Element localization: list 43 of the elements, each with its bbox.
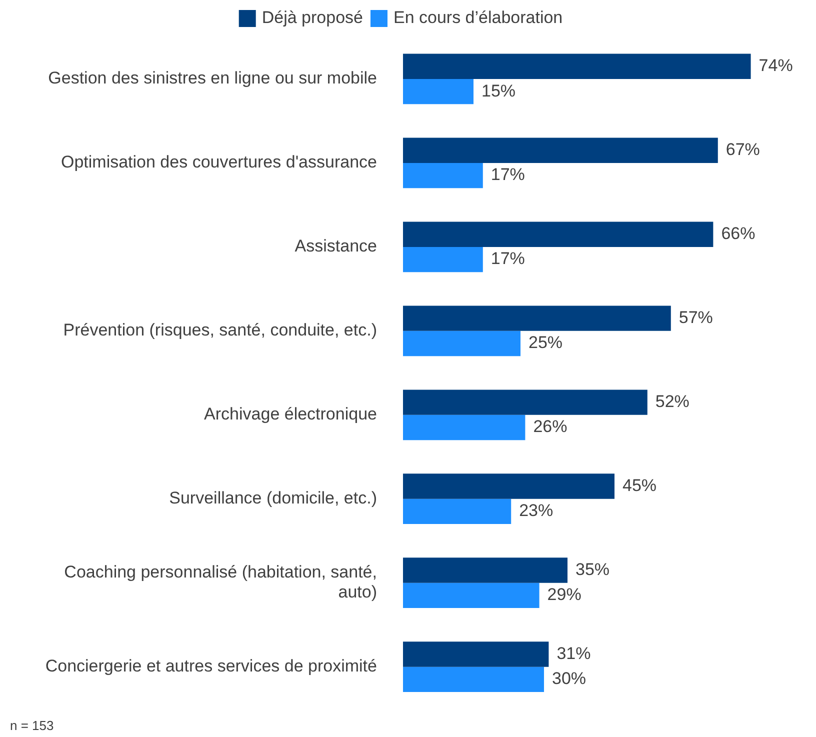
bar	[403, 414, 526, 440]
data-label: 15%	[481, 81, 516, 100]
data-label: 74%	[758, 56, 793, 76]
bar	[403, 78, 474, 104]
y-tick-label: Surveillance (domicile, etc.)	[169, 488, 377, 508]
data-label: 57%	[678, 308, 713, 328]
bar	[403, 54, 751, 79]
bar	[403, 582, 540, 608]
bar	[403, 474, 614, 499]
y-tick-label: Prévention (risques, santé, conduite, etc.)	[63, 320, 377, 340]
legend-label: En cours d’élaboration	[393, 8, 563, 28]
data-label: 23%	[519, 501, 554, 520]
legend-label: Déjà proposé	[262, 8, 363, 28]
text: n = 153	[10, 718, 54, 734]
bar	[403, 306, 671, 331]
data-label: 52%	[655, 392, 690, 411]
data-label: 31%	[556, 644, 591, 663]
bar	[403, 246, 483, 272]
bar	[403, 642, 549, 667]
y-tick-label: Gestion des sinistres en ligne ou sur mobile	[48, 68, 377, 88]
data-label: 45%	[622, 476, 657, 495]
y-tick-label: Coaching personnalisé (habitation, santé, auto)	[64, 562, 377, 602]
data-label: 25%	[528, 333, 563, 352]
data-label: 67%	[726, 140, 760, 160]
bar	[403, 666, 544, 692]
bar	[403, 162, 483, 188]
data-label: 35%	[575, 560, 610, 579]
data-label: 30%	[552, 669, 586, 688]
bar	[403, 330, 520, 356]
data-label: 66%	[721, 224, 756, 244]
bar	[403, 558, 568, 583]
y-tick-label: Assistance	[294, 236, 377, 256]
bar	[403, 138, 718, 163]
y-tick-label: Conciergerie et autres services de proximité	[45, 656, 377, 676]
data-label: 26%	[533, 417, 568, 436]
data-label: 17%	[490, 249, 525, 268]
data-label: 29%	[547, 585, 582, 604]
data-label: 17%	[490, 165, 525, 184]
y-tick-label: Archivage électronique	[204, 404, 377, 424]
bar	[403, 390, 648, 415]
y-tick-label: Optimisation des couvertures d'assurance	[60, 152, 377, 172]
bar	[403, 222, 714, 247]
bar	[403, 498, 512, 524]
